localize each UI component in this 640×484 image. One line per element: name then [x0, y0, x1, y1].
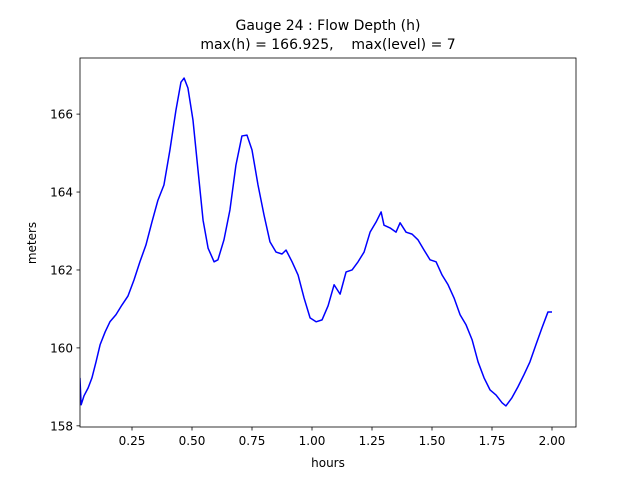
plot-frame: [79, 57, 577, 428]
x-tick-label: 1.25: [359, 434, 386, 448]
y-tick-label: 162: [50, 263, 73, 277]
y-tick-label: 160: [50, 341, 73, 355]
x-tick-label: 1.75: [479, 434, 506, 448]
x-tick-label: 0.25: [119, 434, 146, 448]
x-tick-label: 1.00: [299, 434, 326, 448]
chart-subtitle: max(h) = 166.925, max(level) = 7: [200, 37, 455, 53]
x-tick-label: 2.00: [539, 434, 566, 448]
x-tick-label: 0.75: [239, 434, 266, 448]
y-axis-label: meters: [25, 222, 39, 264]
y-tick-label: 166: [50, 108, 73, 122]
y-tick-label: 158: [50, 419, 73, 433]
x-axis-label: hours: [311, 456, 345, 470]
x-tick-label: 1.50: [419, 434, 446, 448]
data-line: [80, 77, 552, 407]
y-tick-label: 164: [50, 186, 73, 200]
chart-title: Gauge 24 : Flow Depth (h): [236, 18, 421, 34]
x-tick-label: 0.50: [179, 434, 206, 448]
